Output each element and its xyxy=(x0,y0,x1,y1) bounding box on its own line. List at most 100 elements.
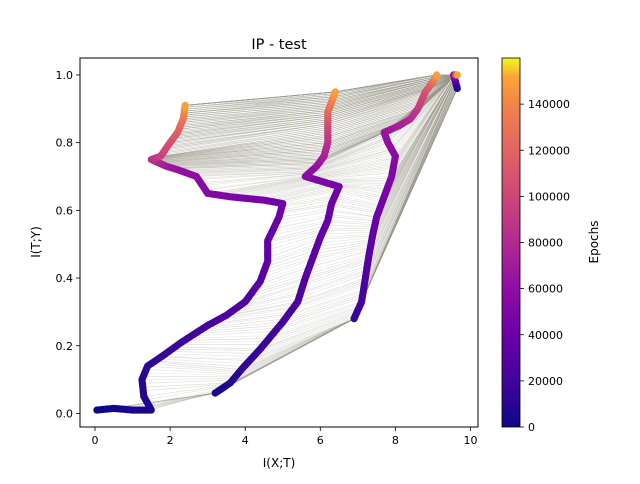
link-line xyxy=(277,78,455,221)
link-line xyxy=(175,74,458,136)
link-line xyxy=(185,74,458,106)
link-line xyxy=(185,74,458,106)
link-line xyxy=(224,79,456,317)
link-line xyxy=(238,76,455,198)
link-line xyxy=(168,83,457,354)
link-line xyxy=(147,86,458,404)
link-line xyxy=(161,74,456,165)
link-line xyxy=(167,74,456,146)
link-line xyxy=(166,74,456,148)
link-line xyxy=(182,74,458,121)
link-line xyxy=(170,74,456,143)
link-line xyxy=(278,76,455,204)
link-line xyxy=(182,74,458,121)
link-line xyxy=(191,81,456,337)
link-line xyxy=(235,79,456,309)
link-line xyxy=(224,74,454,197)
x-axis-label: I(X;T) xyxy=(263,456,296,470)
x-tick-label: 4 xyxy=(242,434,249,447)
link-line xyxy=(183,74,458,118)
link-line xyxy=(250,79,456,295)
plot-frame xyxy=(79,57,479,428)
colorbar-tick-label: 0 xyxy=(528,421,535,434)
link-line xyxy=(119,88,458,410)
link-line xyxy=(178,74,458,132)
link-line xyxy=(184,74,458,114)
link-line xyxy=(161,74,456,165)
link-line xyxy=(220,74,454,196)
link-line xyxy=(171,74,458,142)
link-line xyxy=(150,84,457,372)
link-line xyxy=(177,74,458,133)
link-line xyxy=(242,76,455,199)
link-line xyxy=(155,74,456,159)
link-line xyxy=(174,74,458,138)
link-line xyxy=(184,74,458,112)
link-line xyxy=(171,74,458,142)
link-line xyxy=(257,78,455,285)
link-line xyxy=(184,74,458,110)
link-line xyxy=(174,74,458,138)
link-line xyxy=(154,74,456,162)
link-line xyxy=(183,74,458,116)
link-line xyxy=(253,79,456,292)
link-line xyxy=(143,84,457,378)
link-line xyxy=(173,74,458,139)
link-line xyxy=(143,86,458,397)
link-line xyxy=(183,74,458,118)
link-line xyxy=(175,74,458,136)
link-line xyxy=(158,74,456,158)
link-line xyxy=(158,74,456,158)
link-line xyxy=(183,74,458,118)
link-line xyxy=(165,74,456,150)
link-line xyxy=(180,74,458,127)
data-point xyxy=(331,88,339,96)
link-line xyxy=(185,74,458,106)
link-line xyxy=(266,78,455,264)
link-line xyxy=(170,74,456,143)
link-line xyxy=(179,74,458,128)
link-line xyxy=(153,83,457,370)
link-line xyxy=(166,74,456,148)
link-line xyxy=(161,74,456,156)
link-line xyxy=(158,74,456,158)
link-line xyxy=(185,74,458,106)
link-line xyxy=(151,74,456,160)
link-line xyxy=(213,74,454,195)
link-line xyxy=(179,74,458,128)
y-axis-label: I(T;Y) xyxy=(29,226,43,258)
link-line xyxy=(273,78,455,230)
link-line xyxy=(183,74,458,118)
link-line xyxy=(230,76,455,198)
link-line xyxy=(178,74,458,132)
link-line xyxy=(183,74,458,120)
link-line xyxy=(173,74,458,139)
link-line xyxy=(141,84,457,380)
link-line xyxy=(144,84,457,376)
link-line xyxy=(163,74,456,166)
colorbar-tick-label: 80000 xyxy=(528,237,563,250)
link-line xyxy=(280,76,455,211)
link-line xyxy=(281,76,455,209)
link-line xyxy=(158,74,456,158)
link-line xyxy=(183,74,458,120)
link-line xyxy=(201,79,456,331)
link-line xyxy=(267,78,455,258)
link-line xyxy=(176,74,458,135)
link-line xyxy=(184,74,458,110)
link-line xyxy=(221,79,456,319)
link-line xyxy=(128,88,458,411)
link-line xyxy=(153,74,456,160)
link-line xyxy=(260,78,455,282)
link-line xyxy=(155,74,456,159)
link-line xyxy=(279,76,455,215)
colorbar-tick-label: 120000 xyxy=(528,144,570,157)
link-line xyxy=(197,79,456,333)
link-line xyxy=(271,78,455,233)
link-line xyxy=(185,74,458,106)
link-line xyxy=(181,74,458,125)
link-line xyxy=(278,78,455,218)
link-line xyxy=(132,88,458,411)
link-line xyxy=(183,74,458,116)
link-line xyxy=(153,74,456,160)
